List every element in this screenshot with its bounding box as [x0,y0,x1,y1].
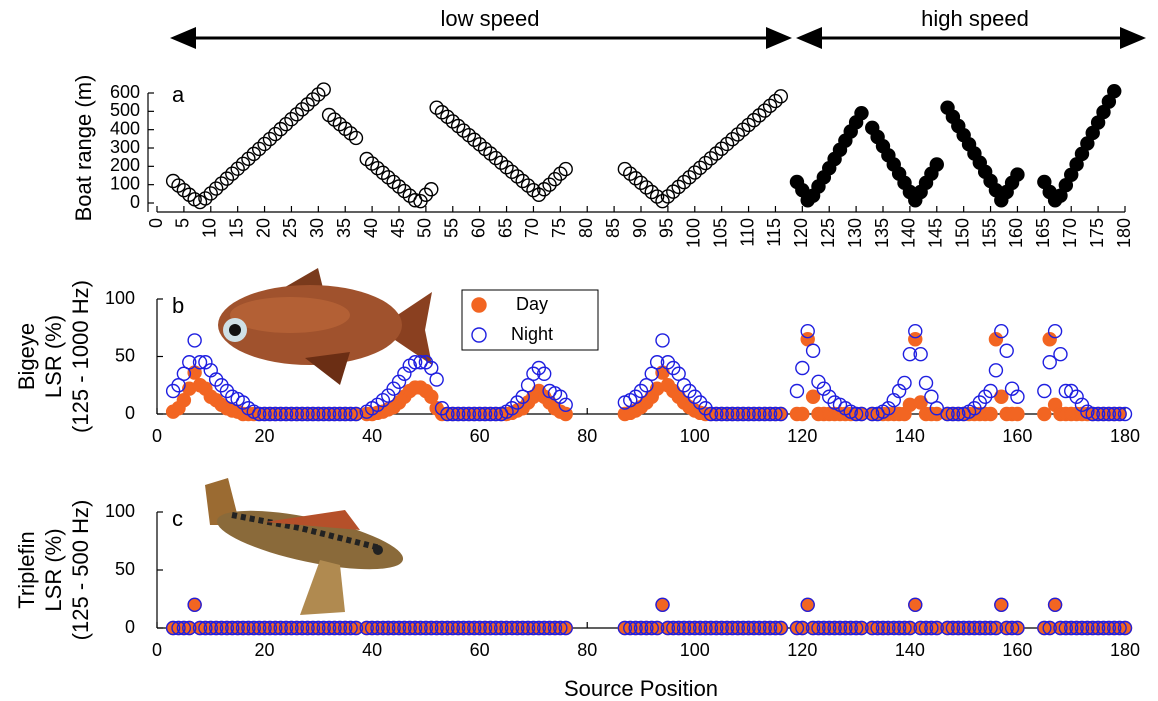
x-tick-label: 65 [495,218,515,238]
x-tick-label: 155 [979,218,999,248]
x-tick-label: 95 [657,218,677,238]
x-tick-label: 180 [1114,218,1134,248]
x-tick-label: 100 [680,426,710,446]
x-tick-label: 100 [680,640,710,660]
data-point [984,408,997,421]
y-axis-title: LSR (%) [41,315,66,398]
x-tick-label: 85 [603,218,623,238]
y-tick-label: 600 [110,82,140,102]
x-tick-label: 60 [470,640,490,660]
legend-marker [472,298,486,312]
x-tick-label: 170 [1060,218,1080,248]
legend-label: Day [516,294,548,314]
x-tick-label: 70 [522,218,542,238]
x-tick-label: 60 [470,426,490,446]
x-tick-label: 20 [255,640,275,660]
x-tick-label: 20 [255,426,275,446]
x-tick-label: 140 [899,218,919,248]
data-point [1011,408,1024,421]
y-tick-label: 0 [130,192,140,212]
data-point [1108,85,1121,98]
data-point [1038,408,1051,421]
x-tick-label: 0 [152,640,162,660]
x-tick-label: 25 [280,218,300,238]
x-tick-label: 35 [334,218,354,238]
x-tick-label: 90 [630,218,650,238]
data-point [796,408,809,421]
annotation: low speed [440,6,539,31]
annotation: high speed [921,6,1029,31]
y-tick-label: 200 [110,155,140,175]
x-tick-label: 0 [146,218,166,228]
x-tick-label: 110 [737,218,757,247]
y-tick-label: 0 [125,403,135,423]
x-tick-label: 80 [577,426,597,446]
legend-label: Night [511,324,553,344]
x-tick-label: 160 [1006,218,1026,248]
x-tick-label: 75 [549,218,569,238]
x-tick-label: 40 [362,640,382,660]
x-tick-label: 175 [1087,218,1107,248]
x-tick-label: 160 [1002,640,1032,660]
panel-label: a [172,82,185,107]
figure: low speed high speed 0100200300400500600… [0,0,1158,701]
x-tick-label: 20 [253,218,273,238]
legend: Day Night [462,290,598,350]
x-tick-label: 145 [926,218,946,248]
x-tick-label: 135 [872,218,892,248]
x-tick-label: 165 [1033,218,1053,248]
x-tick-label: 100 [684,218,704,248]
x-tick-label: 140 [895,640,925,660]
x-tick-label: 5 [173,218,193,228]
data-point [855,107,868,120]
y-axis-title: (125 - 500 Hz) [68,500,93,641]
x-tick-label: 120 [787,426,817,446]
panel-label: c [172,506,183,531]
y-tick-label: 300 [110,137,140,157]
x-tick-label: 80 [577,640,597,660]
x-tick-label: 140 [895,426,925,446]
x-axis-title: Source Position [564,676,718,701]
y-tick-label: 100 [105,501,135,521]
y-tick-label: 100 [110,173,140,193]
y-tick-label: 50 [115,559,135,579]
x-tick-label: 105 [710,218,730,248]
x-tick-label: 40 [361,218,381,238]
x-tick-label: 10 [200,218,220,238]
y-axis-title: Bigeye [14,323,39,390]
panel-label: b [172,293,184,318]
x-tick-label: 15 [226,218,246,238]
x-tick-label: 150 [952,218,972,248]
y-axis-title: (125 - 1000 Hz) [68,280,93,433]
data-point [930,158,943,171]
x-tick-label: 115 [764,218,784,247]
x-tick-label: 0 [152,426,162,446]
x-tick-label: 130 [845,218,865,248]
x-tick-label: 120 [787,640,817,660]
y-tick-label: 500 [110,100,140,120]
x-tick-label: 50 [415,218,435,238]
data-point [909,333,922,346]
x-tick-label: 80 [576,218,596,238]
x-tick-label: 180 [1110,640,1140,660]
x-tick-label: 55 [442,218,462,238]
y-tick-label: 100 [105,288,135,308]
y-axis-title: Boat range (m) [71,75,96,222]
x-tick-label: 30 [307,218,327,238]
x-tick-label: 40 [362,426,382,446]
y-axis-title: LSR (%) [41,528,66,611]
data-point [1011,168,1024,181]
x-tick-label: 45 [388,218,408,238]
x-tick-label: 60 [468,218,488,238]
x-tick-label: 120 [791,218,811,248]
x-tick-label: 125 [818,218,838,248]
x-tick-label: 180 [1110,426,1140,446]
y-tick-label: 400 [110,118,140,138]
y-tick-label: 0 [125,617,135,637]
y-tick-label: 50 [115,345,135,365]
y-axis-title: Triplefin [14,531,39,608]
x-tick-label: 160 [1002,426,1032,446]
